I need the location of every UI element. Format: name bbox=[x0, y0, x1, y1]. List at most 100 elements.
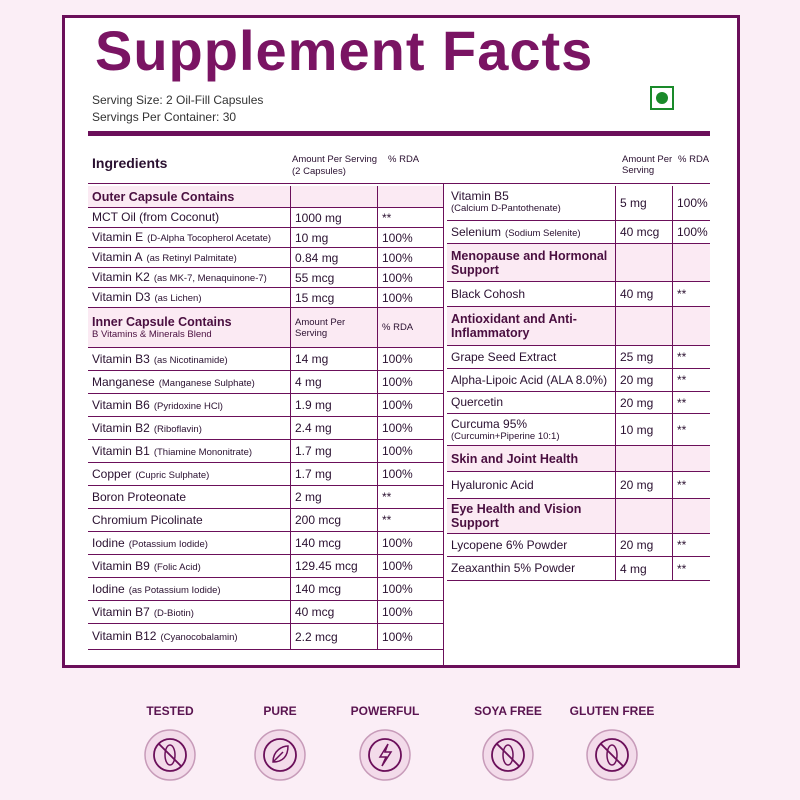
amount: 1.7 mg bbox=[295, 444, 332, 458]
ingredient-name: Vitamin B6 bbox=[92, 397, 150, 412]
cell: 40 mg bbox=[615, 282, 672, 306]
ingredient-name: Curcuma 95% bbox=[451, 417, 528, 431]
rda: 100% bbox=[382, 375, 413, 389]
amount: 1000 mg bbox=[295, 210, 342, 225]
cell: Vitamin B5 (Calcium D-Pantothenate) bbox=[447, 186, 615, 220]
rda: ** bbox=[677, 373, 687, 387]
cell: 100% bbox=[377, 268, 443, 287]
cell: 15 mcg bbox=[290, 288, 377, 307]
cell: 100% bbox=[672, 186, 710, 220]
amount: 140 mcg bbox=[295, 582, 342, 596]
badge-label: TESTED bbox=[146, 704, 194, 718]
ingredient-note: (as Lichen) bbox=[154, 293, 202, 304]
amount: 200 mcg bbox=[295, 513, 342, 527]
amount: 0.84 mg bbox=[295, 250, 339, 265]
amount: 10 mg bbox=[295, 230, 329, 245]
cell bbox=[672, 244, 710, 281]
cell: ** bbox=[672, 557, 710, 580]
column-header: % RDA bbox=[382, 322, 414, 333]
ingredient-row: Quercetin 20 mg ** bbox=[447, 392, 710, 414]
cell: 20 mg bbox=[615, 472, 672, 498]
cell: 100% bbox=[377, 288, 443, 307]
ingredient-row: Vitamin B6 (Pyridoxine HCl) 1.9 mg 100% bbox=[88, 394, 443, 417]
ingredient-row: Manganese (Manganese Sulphate) 4 mg 100% bbox=[88, 371, 443, 394]
rda: ** bbox=[382, 210, 392, 225]
ingredient-name: Copper bbox=[92, 466, 132, 481]
rda: 100% bbox=[382, 444, 413, 458]
ingredient-row: Grape Seed Extract 25 mg ** bbox=[447, 346, 710, 369]
amount: 20 mg bbox=[620, 395, 654, 410]
ingredient-name: Vitamin A bbox=[92, 250, 143, 264]
cell: Lycopene 6% Powder bbox=[447, 534, 615, 556]
rda: 100% bbox=[382, 398, 413, 412]
rda: ** bbox=[382, 513, 392, 527]
cell: Alpha-Lipoic Acid (ALA 8.0%) bbox=[447, 369, 615, 391]
rda: ** bbox=[677, 350, 687, 364]
cell: 20 mg bbox=[615, 534, 672, 556]
ingredient-row: Vitamin E (D-Alpha Tocopherol Acetate) 10 … bbox=[88, 228, 443, 248]
header-rda: % RDA bbox=[388, 154, 420, 165]
ingredient-name: Black Cohosh bbox=[451, 286, 526, 301]
cell: Black Cohosh bbox=[447, 282, 615, 306]
cell: 20 mg bbox=[615, 392, 672, 413]
cell: Selenium (Sodium Selenite) bbox=[447, 221, 615, 243]
ingredient-note: (Curcumin+Piperine 10:1) bbox=[451, 431, 560, 442]
cell: 100% bbox=[377, 228, 443, 247]
cell: 0.84 mg bbox=[290, 248, 377, 267]
serving-size: Serving Size: 2 Oil-Fill Capsules bbox=[92, 93, 264, 107]
ingredient-name: Hyaluronic Acid bbox=[451, 477, 534, 492]
cell: 55 mcg bbox=[290, 268, 377, 287]
ingredient-row: Chromium Picolinate 200 mcg ** bbox=[88, 509, 443, 532]
cell: Menopause and Hormonal Support bbox=[447, 244, 615, 281]
ingredient-name: Vitamin K2 bbox=[92, 270, 150, 284]
cell bbox=[615, 499, 672, 533]
amount: 20 mg bbox=[620, 478, 654, 492]
ingredient-row: Black Cohosh 40 mg ** bbox=[447, 282, 710, 307]
ingredient-note: (Cupric Sulphate) bbox=[135, 469, 210, 481]
cell: 100% bbox=[377, 417, 443, 439]
ingredient-name: Lycopene 6% Powder bbox=[451, 537, 568, 552]
rda: ** bbox=[677, 287, 687, 301]
cell: Vitamin D3 (as Lichen) bbox=[88, 288, 290, 307]
cell: 129.45 mcg bbox=[290, 555, 377, 577]
ingredient-name: Vitamin B7 bbox=[92, 604, 150, 619]
ingredient-row: Vitamin K2 (as MK-7, Menaquinone-7) 55 mcg… bbox=[88, 268, 443, 288]
amount: 4 mg bbox=[620, 561, 647, 576]
cell: Boron Proteonate bbox=[88, 486, 290, 508]
ingredient-name: Boron Proteonate bbox=[92, 489, 187, 504]
ingredient-note: (Thiamine Mononitrate) bbox=[153, 446, 253, 458]
amount: 129.45 mcg bbox=[295, 559, 358, 573]
cell: ** bbox=[377, 509, 443, 531]
amount: 14 mg bbox=[295, 352, 329, 366]
badge-label: GLUTEN FREE bbox=[569, 704, 655, 718]
rda: 100% bbox=[382, 230, 413, 245]
cell: 1.9 mg bbox=[290, 394, 377, 416]
ingredient-name: MCT Oil (from Coconut) bbox=[92, 210, 220, 224]
ingredient-note: (as Nicotinamide) bbox=[153, 354, 228, 366]
section-heading: Inner Capsule Contains bbox=[92, 315, 232, 329]
section-row: Inner Capsule Contains B Vitamins & Miner… bbox=[88, 308, 443, 348]
cell: ** bbox=[672, 534, 710, 556]
amount: 1.7 mg bbox=[295, 467, 332, 481]
section-heading: Outer Capsule Contains bbox=[92, 189, 235, 204]
cell: Eye Health and Vision Support bbox=[447, 499, 615, 533]
column-header: Amount Per Serving bbox=[295, 316, 346, 339]
rda: 100% bbox=[382, 270, 413, 285]
badge-label: PURE bbox=[263, 704, 297, 718]
rda: 100% bbox=[382, 582, 413, 596]
section-heading: Eye Health and Vision Support bbox=[451, 502, 582, 530]
section-row: Antioxidant and Anti-Inflammatory bbox=[447, 307, 710, 346]
ingredient-row: Curcuma 95% (Curcumin+Piperine 10:1) 10 mg… bbox=[447, 414, 710, 446]
header-amount: Amount Per Serving bbox=[622, 154, 673, 176]
rda: ** bbox=[677, 538, 687, 552]
cell: 2 mg bbox=[290, 486, 377, 508]
rule bbox=[443, 184, 444, 665]
ingredient-name: Vitamin B9 bbox=[92, 558, 150, 573]
ingredient-name: Iodine bbox=[92, 581, 125, 596]
cell: Skin and Joint Health bbox=[447, 446, 615, 471]
cell: Grape Seed Extract bbox=[447, 346, 615, 368]
section-row: Outer Capsule Contains bbox=[88, 186, 443, 208]
cell: MCT Oil (from Coconut) bbox=[88, 208, 290, 227]
ingredient-row: Vitamin D3 (as Lichen) 15 mcg 100% bbox=[88, 288, 443, 308]
